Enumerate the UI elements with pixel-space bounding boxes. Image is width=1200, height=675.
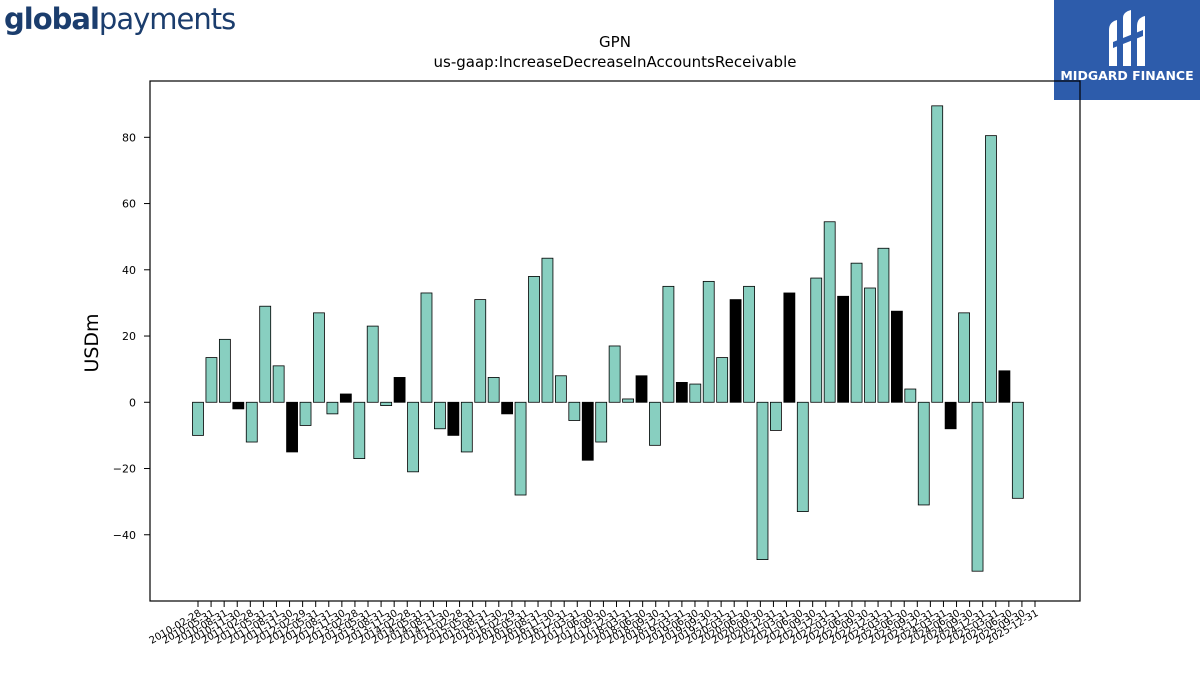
logo-right-text: MIDGARD FINANCE bbox=[1060, 68, 1194, 83]
bar-39 bbox=[716, 357, 729, 403]
y-tick-label: 80 bbox=[122, 131, 136, 144]
bar-50 bbox=[864, 287, 876, 403]
bar-13 bbox=[366, 325, 379, 403]
bar-61 bbox=[1011, 401, 1024, 499]
bar-38 bbox=[702, 280, 715, 403]
bar-42 bbox=[756, 401, 769, 560]
y-tick-label: −40 bbox=[113, 529, 136, 542]
bar-25 bbox=[528, 276, 540, 403]
bar-19 bbox=[447, 401, 460, 436]
bar-55 bbox=[931, 105, 944, 403]
bar-14 bbox=[380, 401, 393, 406]
bar-22 bbox=[487, 377, 500, 403]
bar-52 bbox=[890, 310, 903, 403]
logo-left-bold: global bbox=[4, 2, 100, 36]
chart-subtitle: us-gaap:IncreaseDecreaseInAccountsReceiv… bbox=[434, 53, 797, 71]
bar-4 bbox=[245, 401, 258, 443]
bar-30 bbox=[595, 401, 608, 443]
bar-41 bbox=[743, 285, 755, 403]
bar-18 bbox=[434, 401, 446, 430]
bar-44 bbox=[783, 292, 796, 403]
bar-3 bbox=[232, 401, 245, 410]
bar-54 bbox=[917, 401, 930, 506]
midgard-mark-icon bbox=[1109, 10, 1145, 66]
bar-26 bbox=[541, 257, 554, 403]
bar-59 bbox=[985, 135, 997, 403]
x-axis: 2010-02-282010-05-312010-08-312010-11-30… bbox=[148, 601, 1041, 647]
bar-49 bbox=[850, 262, 863, 403]
bar-58 bbox=[971, 401, 984, 572]
bar-17 bbox=[420, 292, 433, 403]
bar-31 bbox=[608, 345, 621, 403]
bar-20 bbox=[460, 401, 473, 453]
bar-9 bbox=[313, 312, 325, 403]
y-tick-label: 40 bbox=[122, 264, 136, 277]
bar-34 bbox=[649, 401, 661, 446]
bar-40 bbox=[729, 299, 742, 403]
chart-title: GPN bbox=[599, 33, 631, 51]
bar-37 bbox=[689, 383, 702, 403]
bar-48 bbox=[837, 295, 850, 403]
y-tick-label: 60 bbox=[122, 198, 136, 211]
bar-56 bbox=[944, 401, 957, 430]
bar-47 bbox=[823, 221, 836, 403]
y-tick-label: 0 bbox=[129, 396, 136, 409]
bar-35 bbox=[662, 285, 675, 403]
global-payments-logo: globalpayments bbox=[4, 0, 236, 40]
bar-33 bbox=[635, 375, 648, 403]
bar-0 bbox=[192, 401, 204, 436]
y-tick-label: −20 bbox=[113, 463, 136, 476]
bar-2 bbox=[218, 338, 231, 403]
bar-6 bbox=[272, 365, 285, 403]
bar-16 bbox=[407, 401, 419, 473]
bar-1 bbox=[205, 357, 218, 403]
bar-45 bbox=[796, 401, 809, 512]
y-axis: −40 −20 0 20 40 60 80 bbox=[113, 131, 150, 542]
y-tick-label: 20 bbox=[122, 330, 136, 343]
bar-8 bbox=[299, 401, 312, 426]
bar-53 bbox=[904, 388, 917, 403]
bar-21 bbox=[474, 299, 487, 403]
bar-43 bbox=[770, 401, 782, 431]
midgard-finance-logo: MIDGARD FINANCE bbox=[1054, 0, 1200, 100]
bar-29 bbox=[581, 401, 594, 461]
bar-51 bbox=[877, 247, 890, 403]
bar-11 bbox=[339, 393, 352, 403]
y-axis-label: USDm bbox=[81, 313, 103, 372]
bar-7 bbox=[286, 401, 298, 453]
bar-32 bbox=[622, 398, 634, 403]
bar-57 bbox=[958, 312, 970, 403]
logo-left-regular: payments bbox=[98, 2, 236, 36]
bar-5 bbox=[259, 305, 272, 403]
bar-12 bbox=[353, 401, 366, 459]
bar-24 bbox=[514, 401, 527, 496]
bar-60 bbox=[998, 370, 1011, 403]
bar-28 bbox=[568, 401, 581, 421]
bars-group bbox=[192, 105, 1024, 572]
plot-frame bbox=[149, 80, 1081, 602]
bar-10 bbox=[326, 401, 339, 415]
bar-36 bbox=[675, 381, 688, 403]
bar-27 bbox=[554, 375, 567, 403]
bar-15 bbox=[393, 377, 406, 403]
bar-23 bbox=[501, 401, 514, 415]
bar-46 bbox=[810, 277, 823, 403]
